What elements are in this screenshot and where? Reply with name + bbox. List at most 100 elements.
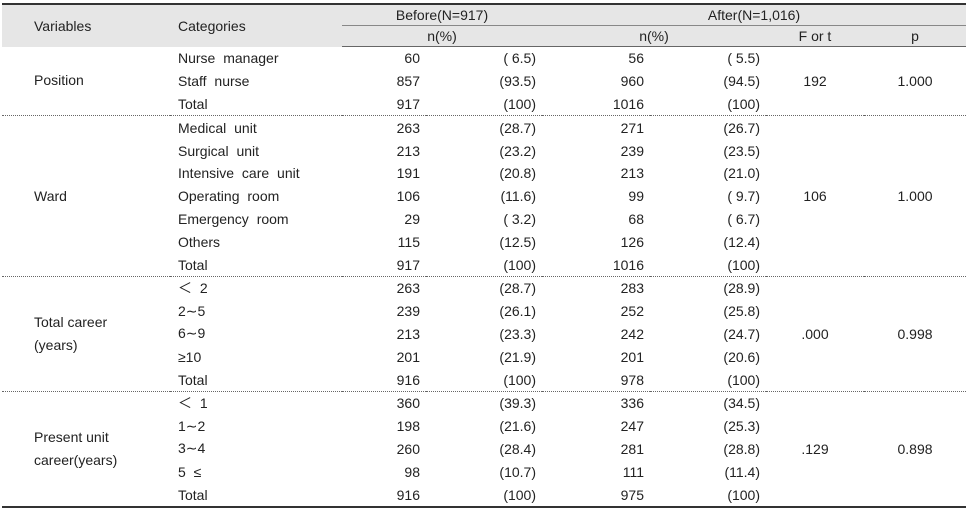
before-pct-cell: (21.6) [499,418,536,435]
after-n-cell: 336 [620,395,644,412]
before-pct-cell: (39.3) [499,395,536,412]
before-n-cell: 106 [396,188,420,205]
table-row: Position Nurse manager 60 ( 6.5) 56 ( 5.5) 192… [2,46,967,117]
after-n-cell: 68 [628,210,644,227]
after-n-cell: 281 [620,440,644,457]
after-pct-cell: (25.3) [723,418,760,435]
table-row: ≥10 201 (21.9) 201 (20.6) [2,345,966,368]
before-n-cell: 201 [396,348,420,365]
table-row: Ward Medical unit 263 (28.7) 271 (26.7) 106 1.0… [2,115,967,277]
after-n-cell: 975 [620,486,644,503]
table-row: 3∼4 260 (28.4) 281 (28.8) [2,438,966,461]
before-n-cell: 916 [396,486,420,503]
table-body: Position Nurse manager 60 ( 6.5) 56 ( 5.5) 192… [2,46,967,507]
category-cell: 1∼2 [178,417,206,434]
before-pct-cell: (26.1) [499,303,536,320]
after-pct-cell: (100) [727,486,760,503]
table-row: Present unit career(years) ＜ 1 360 (39.3) 336… [2,391,966,468]
before-pct-cell: (10.7) [499,463,536,480]
after-pct-cell: (12.4) [723,233,760,250]
p-value: 0.998 [864,276,967,392]
table-row: Total 917 (100) 1016 (100) [2,92,966,117]
table-row: Intensive care unit 191 (20.8) 213 (21.0) [2,162,966,185]
before-n-cell: 239 [396,303,420,320]
category-cell: Nurse manager [178,50,279,67]
category-cell: Total [170,368,342,392]
header-variables: Variables [2,4,170,47]
before-pct-cell: (100) [503,486,536,503]
after-n-cell: 1016 [542,253,650,277]
f-or-t-value: .129 [801,440,829,457]
table-row: Total 917 (100) 1016 (100) [2,253,966,277]
before-n-cell: 29 [404,210,420,227]
table-row: 2∼5 239 (26.1) 252 (25.8) [2,300,966,323]
category-cell: Total [170,253,342,277]
after-n-cell: 1016 [542,92,650,117]
before-pct-cell: (28.7) [499,119,536,136]
table-row: Emergency room 29 ( 3.2) 68 ( 6.7) [2,208,966,231]
category-cell: Staff nurse [178,73,250,90]
variable-name-line2: (years) [34,336,78,353]
after-pct-cell: (21.0) [723,165,760,182]
f-or-t-value: 192 [766,46,864,117]
header-before: Before(N=917) [342,4,542,26]
after-n-cell: 247 [620,418,644,435]
after-pct-cell: (100) [650,253,766,277]
before-n-cell: 857 [396,73,420,90]
before-n-cell: 98 [404,463,420,480]
before-pct-cell: (23.2) [499,142,536,159]
table-row: 5 ≤ 98 (10.7) 111 (11.4) [2,460,966,483]
after-pct-cell: (20.6) [723,348,760,365]
category-cell: Surgical unit [178,142,260,159]
before-n-cell: 263 [396,119,420,136]
before-pct-cell: (21.9) [499,348,536,365]
variable-name: Present unit [34,428,109,445]
category-cell: ＜ 1 [178,395,208,412]
after-pct-cell: (23.5) [723,142,760,159]
after-n-cell: 126 [620,233,644,250]
table-row: Total 916 (100) 975 (100) [2,483,966,507]
after-pct-cell: (100) [650,368,766,392]
category-cell: Total [170,92,342,117]
table-row: Total 916 (100) 978 (100) [2,368,966,392]
after-pct-cell: (25.8) [723,303,760,320]
before-pct-cell: (100) [426,92,542,117]
after-pct-cell: (26.7) [723,119,760,136]
before-n-cell: 191 [396,165,420,182]
p-value: 1.000 [864,46,967,117]
table-row: Others 115 (12.5) 126 (12.4) [2,230,966,253]
variable-label: Total career (years) [2,276,170,392]
after-pct-cell: (28.9) [723,280,760,297]
after-pct-cell: ( 9.7) [727,188,760,205]
after-n-cell: 213 [620,165,644,182]
table-row: Total career (years) ＜ 2 263 (28.7) 283 (28.9)… [2,276,967,392]
before-n-cell: 213 [396,142,420,159]
before-pct-cell: ( 6.5) [503,50,536,67]
after-pct-cell: (11.4) [724,463,760,480]
before-pct-cell: ( 3.2) [503,210,536,227]
header-after: After(N=1,016) [542,4,967,26]
category-cell: 5 ≤ [178,463,202,480]
table-header: Variables Categories Before(N=917) After… [2,4,967,47]
before-n-cell: 917 [342,92,426,117]
p-value: 0.898 [897,440,933,457]
before-pct-cell: (11.6) [500,188,536,205]
header-before-sub: n(%) [342,25,542,47]
before-n-cell: 115 [397,233,420,250]
before-n-cell: 213 [396,325,420,342]
f-or-t-value: .000 [766,276,864,392]
after-n-cell: 271 [620,119,644,136]
table-row: Staff nurse 857 (93.5) 960 (94.5) [2,70,966,93]
after-n-cell: 99 [628,188,644,205]
p-value: 1.000 [864,115,967,277]
before-pct-cell: (12.5) [499,233,536,250]
before-pct-cell: (100) [426,253,542,277]
header-categories: Categories [170,4,342,47]
variable-name: Ward [34,187,67,204]
category-cell: Medical unit [178,119,257,136]
header-after-sub: n(%) [542,25,766,47]
variable-name: Position [34,72,84,89]
before-n-cell: 263 [396,280,420,297]
category-cell: Total [178,486,208,503]
